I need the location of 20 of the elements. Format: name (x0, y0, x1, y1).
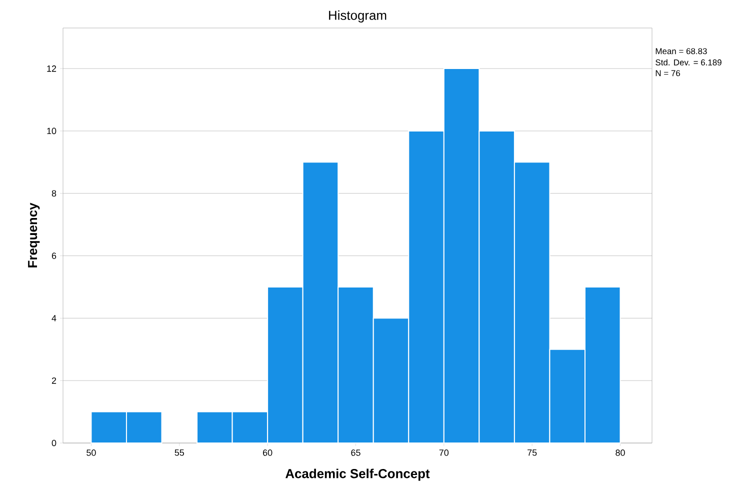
y-tick-label: 4 (52, 315, 56, 322)
text: Std. Dev. = 6.189 (656, 59, 722, 66)
y-tick-label: 8 (52, 190, 56, 197)
y-tick-label: 12 (47, 65, 56, 72)
y-axis-title: Frequency (28, 202, 40, 268)
x-tick-label: 65 (351, 450, 360, 456)
x-tick-label: 75 (528, 450, 537, 456)
x-tick-label: 80 (616, 450, 625, 456)
x-tick-label: 70 (439, 450, 449, 456)
text: Mean = 68.83 (656, 48, 707, 54)
y-tick-label: 2 (52, 377, 56, 384)
x-tick-label: 50 (86, 450, 96, 456)
x-tick-label: 60 (263, 450, 272, 456)
chart-title: Histogram (329, 10, 386, 22)
text: N = 76 (656, 70, 680, 76)
y-tick-label: 6 (52, 252, 56, 259)
y-tick-label: 10 (47, 128, 56, 134)
x-axis-title: Academic Self-Concept (286, 468, 430, 481)
y-tick-label: 0 (52, 440, 56, 446)
x-tick-label: 55 (174, 450, 184, 456)
